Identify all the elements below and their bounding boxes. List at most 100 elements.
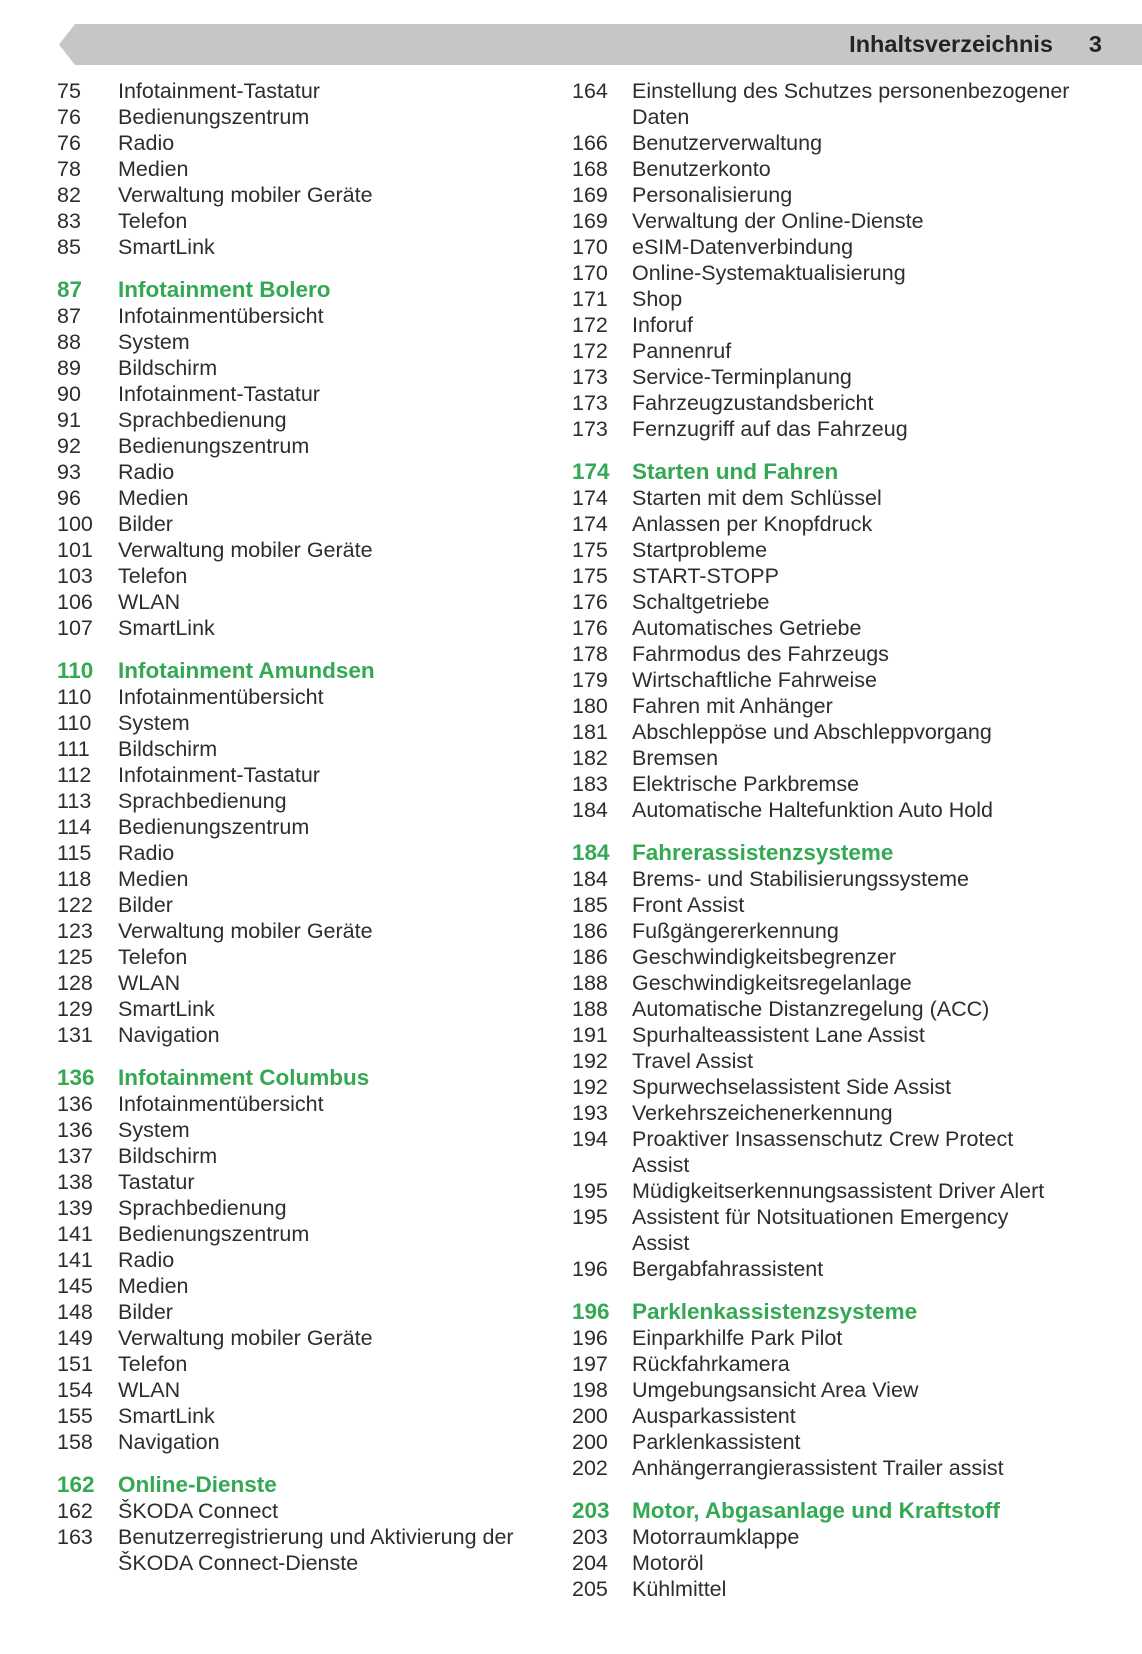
toc-entry[interactable]: 83 Telefon [57, 208, 529, 234]
toc-entry[interactable]: 154 WLAN [57, 1377, 529, 1403]
toc-entry[interactable]: 115 Radio [57, 840, 529, 866]
toc-entry[interactable]: 138 Tastatur [57, 1169, 529, 1195]
toc-entry[interactable]: 90 Infotainment-Tastatur [57, 381, 529, 407]
toc-entry[interactable]: 195 Müdigkeitserkennungsassistent Driver… [572, 1178, 1128, 1204]
toc-entry[interactable]: 170 eSIM-Datenverbindung [572, 234, 1128, 260]
toc-entry[interactable]: 96 Medien [57, 485, 529, 511]
toc-entry[interactable]: 148 Bilder [57, 1299, 529, 1325]
toc-entry[interactable]: 103 Telefon [57, 563, 529, 589]
toc-entry[interactable]: 184 Automatische Haltefunktion Auto Hold [572, 797, 1128, 823]
toc-entry[interactable]: 110 Infotainmentübersicht [57, 684, 529, 710]
toc-entry[interactable]: 185 Front Assist [572, 892, 1128, 918]
toc-entry[interactable]: 181 Abschleppöse und Abschleppvorgang [572, 719, 1128, 745]
toc-entry[interactable]: 197 Rückfahrkamera [572, 1351, 1128, 1377]
toc-entry[interactable]: 82 Verwaltung mobiler Geräte [57, 182, 529, 208]
toc-section-header[interactable]: 174 Starten und Fahren [572, 459, 1128, 485]
toc-entry[interactable]: 136 System [57, 1117, 529, 1143]
toc-entry[interactable]: 92 Bedienungszentrum [57, 433, 529, 459]
toc-entry[interactable]: 87 Infotainmentübersicht [57, 303, 529, 329]
toc-entry[interactable]: 196 Einparkhilfe Park Pilot [572, 1325, 1128, 1351]
toc-entry[interactable]: 107 SmartLink [57, 615, 529, 641]
toc-entry[interactable]: 203 Motorraumklappe [572, 1524, 1128, 1550]
toc-entry[interactable]: 172 Pannenruf [572, 338, 1128, 364]
toc-entry[interactable]: 186 Fußgängererkennung [572, 918, 1128, 944]
toc-entry[interactable]: 91 Sprachbedienung [57, 407, 529, 433]
toc-entry[interactable]: 179 Wirtschaftliche Fahrweise [572, 667, 1128, 693]
toc-entry[interactable]: 202 Anhängerrangierassistent Trailer ass… [572, 1455, 1128, 1481]
toc-entry[interactable]: 118 Medien [57, 866, 529, 892]
toc-section-header[interactable]: 87 Infotainment Bolero [57, 277, 529, 303]
toc-section-header[interactable]: 162 Online-Dienste [57, 1472, 529, 1498]
toc-entry[interactable]: 166 Benutzerverwaltung [572, 130, 1128, 156]
toc-entry[interactable]: 76 Radio [57, 130, 529, 156]
toc-entry[interactable]: 129 SmartLink [57, 996, 529, 1022]
toc-entry[interactable]: 155 SmartLink [57, 1403, 529, 1429]
toc-entry[interactable]: 131 Navigation [57, 1022, 529, 1048]
toc-entry[interactable]: 192 Travel Assist [572, 1048, 1128, 1074]
toc-entry[interactable]: 136 Infotainmentübersicht [57, 1091, 529, 1117]
toc-entry[interactable]: 123 Verwaltung mobiler Geräte [57, 918, 529, 944]
toc-entry[interactable]: 173 Fernzugriff auf das Fahrzeug [572, 416, 1128, 442]
toc-entry[interactable]: 182 Bremsen [572, 745, 1128, 771]
toc-entry[interactable]: 174 Anlassen per Knopfdruck [572, 511, 1128, 537]
toc-entry[interactable]: 113 Sprachbedienung [57, 788, 529, 814]
toc-entry[interactable]: 186 Geschwindigkeitsbegrenzer [572, 944, 1128, 970]
toc-entry[interactable]: 175 Startprobleme [572, 537, 1128, 563]
toc-entry[interactable]: 170 Online-Systemaktualisierung [572, 260, 1128, 286]
toc-section-header[interactable]: 110 Infotainment Amundsen [57, 658, 529, 684]
toc-section-header[interactable]: 184 Fahrerassistenzsysteme [572, 840, 1128, 866]
toc-entry[interactable]: 173 Service-Terminplanung [572, 364, 1128, 390]
toc-entry[interactable]: 88 System [57, 329, 529, 355]
toc-entry[interactable]: 141 Radio [57, 1247, 529, 1273]
toc-entry[interactable]: 169 Personalisierung [572, 182, 1128, 208]
toc-entry[interactable]: 192 Spurwechselassistent Side Assist [572, 1074, 1128, 1100]
toc-entry[interactable]: 169 Verwaltung der Online-Dienste [572, 208, 1128, 234]
toc-entry[interactable]: 141 Bedienungszentrum [57, 1221, 529, 1247]
toc-entry[interactable]: 200 Parklenkassistent [572, 1429, 1128, 1455]
toc-entry[interactable]: 168 Benutzerkonto [572, 156, 1128, 182]
toc-entry[interactable]: 198 Umgebungsansicht Area View [572, 1377, 1128, 1403]
toc-entry[interactable]: 178 Fahrmodus des Fahrzeugs [572, 641, 1128, 667]
toc-entry[interactable]: 174 Starten mit dem Schlüssel [572, 485, 1128, 511]
toc-entry[interactable]: 184 Brems- und Stabilisierungssysteme [572, 866, 1128, 892]
toc-entry[interactable]: 175 START-STOPP [572, 563, 1128, 589]
toc-entry[interactable]: 114 Bedienungszentrum [57, 814, 529, 840]
toc-entry[interactable]: 101 Verwaltung mobiler Geräte [57, 537, 529, 563]
toc-entry[interactable]: 204 Motoröl [572, 1550, 1128, 1576]
toc-section-header[interactable]: 136 Infotainment Columbus [57, 1065, 529, 1091]
toc-entry[interactable]: 196 Bergabfahrassistent [572, 1256, 1128, 1282]
toc-entry[interactable]: 151 Telefon [57, 1351, 529, 1377]
toc-entry[interactable]: 180 Fahren mit Anhänger [572, 693, 1128, 719]
toc-entry[interactable]: 128 WLAN [57, 970, 529, 996]
toc-entry[interactable]: 163 Benutzerregistrierung und Aktivierun… [57, 1524, 529, 1576]
toc-entry[interactable]: 149 Verwaltung mobiler Geräte [57, 1325, 529, 1351]
toc-section-header[interactable]: 203 Motor, Abgasanlage und Kraftstoff [572, 1498, 1128, 1524]
toc-entry[interactable]: 145 Medien [57, 1273, 529, 1299]
toc-entry[interactable]: 173 Fahrzeugzustandsbericht [572, 390, 1128, 416]
toc-entry[interactable]: 89 Bildschirm [57, 355, 529, 381]
toc-entry[interactable]: 78 Medien [57, 156, 529, 182]
toc-entry[interactable]: 158 Navigation [57, 1429, 529, 1455]
toc-entry[interactable]: 112 Infotainment-Tastatur [57, 762, 529, 788]
toc-entry[interactable]: 100 Bilder [57, 511, 529, 537]
toc-entry[interactable]: 194 Proaktiver Insassenschutz Crew Prote… [572, 1126, 1128, 1178]
toc-entry[interactable]: 125 Telefon [57, 944, 529, 970]
toc-entry[interactable]: 183 Elektrische Parkbremse [572, 771, 1128, 797]
toc-entry[interactable]: 122 Bilder [57, 892, 529, 918]
toc-entry[interactable]: 106 WLAN [57, 589, 529, 615]
toc-entry[interactable]: 76 Bedienungszentrum [57, 104, 529, 130]
toc-entry[interactable]: 75 Infotainment-Tastatur [57, 78, 529, 104]
toc-entry[interactable]: 137 Bildschirm [57, 1143, 529, 1169]
toc-entry[interactable]: 205 Kühlmittel [572, 1576, 1128, 1602]
toc-entry[interactable]: 188 Geschwindigkeitsregelanlage [572, 970, 1128, 996]
toc-entry[interactable]: 200 Ausparkassistent [572, 1403, 1128, 1429]
toc-entry[interactable]: 162 ŠKODA Connect [57, 1498, 529, 1524]
toc-entry[interactable]: 176 Schaltgetriebe [572, 589, 1128, 615]
toc-entry[interactable]: 93 Radio [57, 459, 529, 485]
toc-entry[interactable]: 139 Sprachbedienung [57, 1195, 529, 1221]
toc-entry[interactable]: 188 Automatische Distanzregelung (ACC) [572, 996, 1128, 1022]
toc-entry[interactable]: 193 Verkehrszeichenerkennung [572, 1100, 1128, 1126]
toc-entry[interactable]: 171 Shop [572, 286, 1128, 312]
toc-entry[interactable]: 191 Spurhalteassistent Lane Assist [572, 1022, 1128, 1048]
toc-entry[interactable]: 164 Einstellung des Schutzes personenbez… [572, 78, 1128, 130]
